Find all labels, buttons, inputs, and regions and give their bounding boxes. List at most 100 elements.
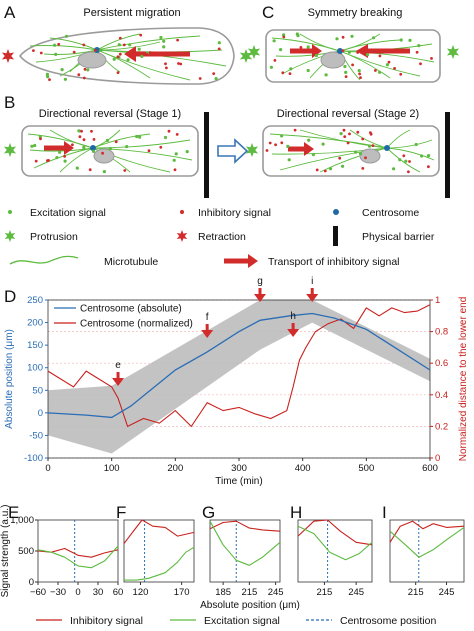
plot-frame	[389, 519, 465, 583]
excitation-dot	[117, 43, 121, 47]
inhibitory-dot	[364, 156, 367, 160]
y-tick-label: 200	[27, 318, 43, 329]
excitation-dot	[350, 34, 354, 38]
x-tick-label: 600	[422, 463, 438, 474]
physical-barrier-b2	[445, 112, 450, 198]
y-tick-label: 250	[27, 295, 43, 306]
inhibitory-dot	[369, 131, 372, 135]
bottom-legend-inhibitory-label: Inhibitory signal	[70, 615, 143, 627]
inhibitory-dot	[268, 141, 272, 145]
inhibitory-dot	[407, 170, 410, 174]
chart-legend-label: Centrosome (absolute)	[80, 304, 182, 315]
inhibitory-dot	[356, 130, 360, 134]
chart-h: H 215 245	[290, 503, 373, 598]
excitation-dot	[174, 152, 178, 156]
centrosome-c	[337, 48, 343, 54]
microtubule	[299, 33, 341, 52]
inhibitory-dot	[72, 50, 76, 54]
microtubules-a	[29, 33, 227, 81]
inhibitory-dot	[313, 48, 316, 52]
x-tick-label: 60	[113, 587, 124, 598]
inhibitory-dot	[101, 151, 104, 155]
excitation-dot	[282, 33, 286, 37]
excitation-dot	[137, 47, 141, 51]
inhibitory-dot	[344, 75, 348, 78]
x-tick-label: 0	[75, 587, 80, 598]
inhibitory-dot	[167, 129, 171, 133]
inhibitory-dot	[415, 50, 419, 54]
inhibitory-dot	[293, 128, 297, 132]
plot-frame	[37, 519, 119, 583]
inhibitory-dot	[343, 135, 347, 139]
excitation-dot	[46, 75, 50, 79]
legend-microtubule-line	[9, 255, 79, 265]
excitation-dot	[91, 149, 96, 153]
excitation-dot	[138, 135, 142, 139]
chart-d: 0 100 200 300 400 500 600 -100 -50 0 50 100 150 200 25…	[4, 276, 469, 487]
inhibitory-dot	[116, 55, 120, 59]
microtubule	[49, 129, 94, 149]
excitation-dot	[63, 159, 67, 163]
inhibitory-dot	[88, 168, 92, 172]
inhibitory-dot	[402, 154, 406, 158]
excitation-dot	[86, 68, 90, 72]
legend-centrosome-label: Centrosome	[362, 207, 419, 219]
open-arrow	[217, 138, 249, 164]
legend-inhibitory-dot	[180, 210, 184, 214]
inhibitory-dot	[371, 144, 375, 148]
inhibitory-dot	[393, 67, 396, 70]
confidence-band	[48, 300, 430, 454]
microtubule	[299, 129, 388, 149]
microtubule	[339, 39, 401, 52]
series-inhibitory	[297, 519, 373, 546]
microtubule	[59, 147, 94, 173]
excitation-dot	[126, 58, 130, 62]
inhibitory-dot	[306, 150, 310, 154]
excitation-dot	[365, 53, 370, 57]
inhibitory-dot	[427, 165, 430, 169]
excitation-dot	[314, 53, 318, 58]
inhibitory-dot	[78, 135, 82, 139]
excitation-dot	[280, 134, 284, 138]
annotation-arrowhead	[112, 378, 125, 386]
series-inhibitory	[123, 519, 195, 544]
annotation-arrowhead	[287, 329, 300, 337]
panel-letter-f: F	[116, 503, 126, 522]
plot-frame	[297, 519, 373, 583]
plot-frame	[123, 519, 195, 583]
bottom-x-axis-label: Absolute position (μm)	[200, 600, 300, 611]
x-tick-label: 185	[215, 587, 231, 598]
y2-axis-label: Normalized distance to the lower end	[458, 297, 469, 462]
excitation-dot	[162, 39, 166, 43]
y-tick-label: 1,000	[10, 515, 34, 526]
excitation-dot	[306, 45, 310, 49]
inhibitory-dot	[39, 51, 43, 55]
inhibitory-dot	[387, 60, 391, 64]
x-tick-label: 120	[133, 587, 149, 598]
excitation-dot	[279, 48, 283, 52]
inhibitory-dot	[323, 169, 327, 173]
excitation-dot	[341, 164, 345, 168]
inhibitory-dot	[274, 143, 277, 147]
excitation-dot	[420, 154, 424, 158]
microtubule	[349, 129, 388, 149]
annotation-label: e	[115, 360, 121, 371]
excitation-dot	[343, 64, 347, 69]
retraction-star-a	[1, 49, 15, 63]
inhibitory-dot	[148, 51, 152, 54]
inhibitory-dot	[118, 52, 122, 56]
excitation-dot	[378, 70, 382, 74]
y-tick-label: 100	[27, 363, 43, 374]
inhibitory-dot	[47, 159, 50, 162]
inhibitory-dot	[175, 133, 179, 136]
nucleus-c	[320, 51, 346, 69]
inhibitory-dot	[361, 167, 365, 170]
y2-tick-label: 0.6	[435, 358, 448, 369]
x-tick-label: 245	[348, 587, 364, 598]
inhibitory-dot	[348, 132, 351, 136]
chart-i: I 215 245	[382, 503, 465, 598]
inhibitory-dot	[376, 49, 380, 53]
excitation-dot	[128, 43, 132, 47]
